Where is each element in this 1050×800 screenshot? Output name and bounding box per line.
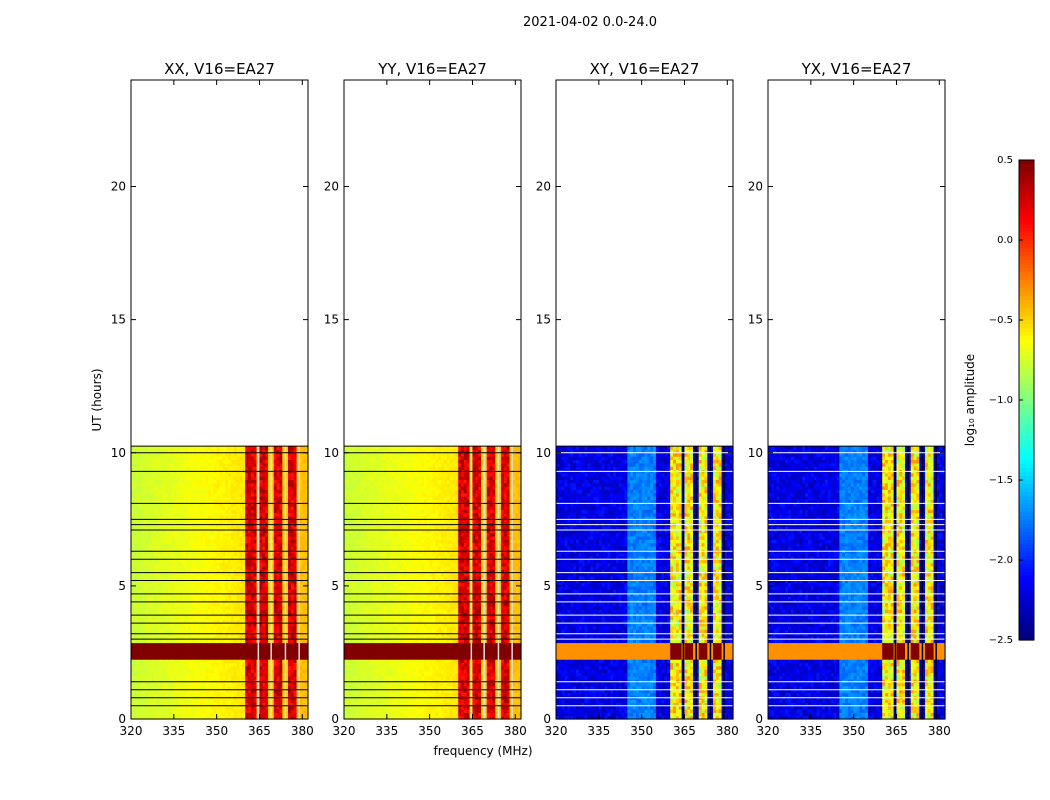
figure: 2021-04-02 0.0-24.0 XX, V16=EA2732033535… (0, 0, 1050, 800)
panels: XX, V16=EA2732033535036538005101520YY, V… (111, 60, 951, 738)
panel: XX, V16=EA2732033535036538005101520 (111, 60, 314, 738)
figure-title: 2021-04-02 0.0-24.0 (523, 15, 657, 30)
heatmap (131, 446, 309, 720)
